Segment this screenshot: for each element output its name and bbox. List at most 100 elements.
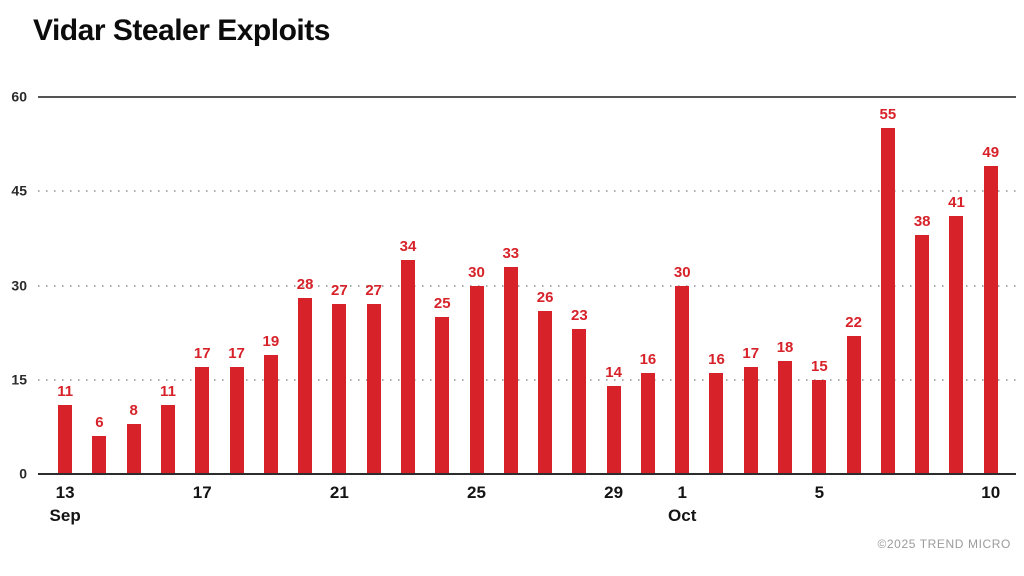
bar-slot-sep-17: 17 17 bbox=[185, 97, 219, 501]
copyright-text: ©2025 TREND MICRO bbox=[877, 537, 1011, 551]
bar-value-label: 18 bbox=[776, 338, 794, 356]
bar bbox=[400, 260, 415, 474]
bar-slot-sep-15: 8 bbox=[117, 97, 151, 474]
bar bbox=[880, 128, 895, 474]
x-tick-label-1: 1 bbox=[677, 483, 687, 502]
bar-value-label: 26 bbox=[536, 288, 554, 306]
gridline-30 bbox=[38, 284, 1016, 287]
bar-value-label: 33 bbox=[502, 244, 520, 262]
bar-value-label: 16 bbox=[639, 351, 657, 369]
bar bbox=[572, 329, 587, 474]
bar-slot-oct-5: 15 5 bbox=[802, 97, 836, 501]
x-tick-label-10: 10 bbox=[981, 483, 1001, 502]
bar-slot-sep-30: 16 bbox=[631, 97, 665, 474]
bar-slot-sep-28: 23 bbox=[562, 97, 596, 474]
y-tick-label-15: 15 bbox=[11, 371, 27, 388]
bar bbox=[983, 166, 998, 474]
bar bbox=[160, 404, 175, 474]
bar-value-label: 16 bbox=[708, 351, 725, 369]
y-tick-label-45: 45 bbox=[11, 182, 27, 199]
bar-slot-sep-14: 6 bbox=[82, 97, 116, 474]
bar-value-label: 17 bbox=[228, 345, 245, 363]
bar bbox=[915, 235, 930, 474]
x-tick-label-13: 13 bbox=[55, 483, 75, 502]
bar-slot-sep-18: 17 bbox=[219, 97, 253, 474]
bar-value-label: 30 bbox=[673, 263, 691, 281]
bar bbox=[503, 266, 518, 474]
bar-value-label: 17 bbox=[193, 345, 211, 363]
bar-slot-sep-24: 25 bbox=[425, 97, 459, 474]
bar-value-label: 23 bbox=[571, 307, 588, 325]
bar bbox=[846, 335, 861, 474]
bar bbox=[229, 367, 244, 474]
bar-value-label: 49 bbox=[982, 144, 1000, 162]
y-tick-label-30: 30 bbox=[11, 277, 27, 294]
x-tick-label-29: 29 bbox=[604, 483, 624, 502]
bar-slot-sep-20: 28 bbox=[288, 97, 322, 474]
bar-value-label: 41 bbox=[948, 194, 965, 212]
bar-value-label: 11 bbox=[57, 382, 74, 400]
bar-value-label: 55 bbox=[879, 106, 897, 124]
bar-value-label: 19 bbox=[262, 332, 280, 350]
bar-slot-oct-1: 30 1 Oct bbox=[665, 97, 699, 525]
gridline-0 bbox=[38, 473, 1016, 475]
x-tick-label-5: 5 bbox=[814, 483, 825, 502]
bar bbox=[126, 423, 141, 474]
bar-slot-sep-21: 27 21 bbox=[322, 97, 356, 501]
bar-slot-oct-4: 18 bbox=[768, 97, 802, 474]
gridline-45 bbox=[38, 190, 1016, 193]
bar bbox=[332, 304, 347, 474]
bar-slot-sep-19: 19 bbox=[254, 97, 288, 474]
bar bbox=[366, 304, 381, 474]
bar bbox=[92, 436, 107, 474]
bar-value-label: 15 bbox=[810, 357, 828, 375]
x-month-label-sep: Sep bbox=[49, 506, 81, 525]
bar-value-label: 14 bbox=[605, 364, 622, 382]
bar-slot-sep-25: 30 25 bbox=[459, 97, 493, 502]
bar-slot-oct-2: 16 bbox=[699, 97, 733, 474]
x-month-label-oct: Oct bbox=[668, 506, 697, 525]
plot-area: 0 15 30 45 60 11 13 Sep 6 8 11 17 17 17 19 28 27 21 27 34 2… bbox=[11, 89, 1016, 525]
bar-slot-sep-16: 11 bbox=[151, 97, 185, 474]
bar-value-label: 34 bbox=[399, 238, 417, 256]
bar-value-label: 30 bbox=[468, 263, 485, 281]
bar bbox=[743, 367, 758, 474]
x-tick-label-21: 21 bbox=[329, 483, 349, 502]
bar bbox=[298, 298, 313, 474]
bar bbox=[949, 216, 964, 474]
bar bbox=[435, 316, 450, 474]
x-tick-label-17: 17 bbox=[192, 483, 212, 502]
x-tick-label-25: 25 bbox=[467, 483, 486, 502]
bar-slot-sep-29: 14 29 bbox=[597, 97, 631, 501]
bar bbox=[469, 285, 484, 474]
bar-value-label: 38 bbox=[913, 213, 931, 231]
bar bbox=[606, 386, 621, 474]
bar-slot-oct-6: 22 bbox=[836, 97, 870, 474]
bar-slot-sep-23: 34 bbox=[391, 97, 425, 474]
bar bbox=[263, 354, 278, 474]
bar-value-label: 17 bbox=[742, 345, 760, 363]
bar-slot-sep-26: 33 bbox=[494, 97, 528, 474]
bar bbox=[195, 367, 210, 474]
gridline-15 bbox=[38, 378, 1016, 381]
bar bbox=[640, 373, 655, 474]
bar bbox=[709, 373, 724, 474]
bar-slot-oct-10: 49 10 bbox=[974, 97, 1008, 501]
bar-slot-oct-7: 55 bbox=[871, 97, 905, 474]
bar-value-label: 6 bbox=[95, 414, 104, 432]
bar-slot-sep-22: 27 bbox=[357, 97, 391, 474]
bar-value-label: 27 bbox=[365, 282, 383, 300]
y-tick-label-60: 60 bbox=[11, 88, 27, 105]
bar bbox=[538, 310, 553, 474]
bar-slot-oct-3: 17 bbox=[734, 97, 768, 474]
chart-title: Vidar Stealer Exploits bbox=[33, 14, 330, 47]
bar bbox=[812, 379, 827, 474]
bar bbox=[778, 360, 793, 474]
bars-layer: 11 13 Sep 6 8 11 17 17 17 19 28 27 21 27 34 25 30 25 33 26 2… bbox=[48, 97, 1008, 525]
bar-slot-oct-8: 38 bbox=[905, 97, 939, 474]
bar-value-label: 11 bbox=[160, 382, 176, 400]
bar-value-label: 22 bbox=[845, 313, 862, 331]
bar bbox=[675, 285, 690, 474]
bar-slot-oct-9: 41 bbox=[939, 97, 973, 474]
bar-value-label: 27 bbox=[331, 282, 348, 300]
